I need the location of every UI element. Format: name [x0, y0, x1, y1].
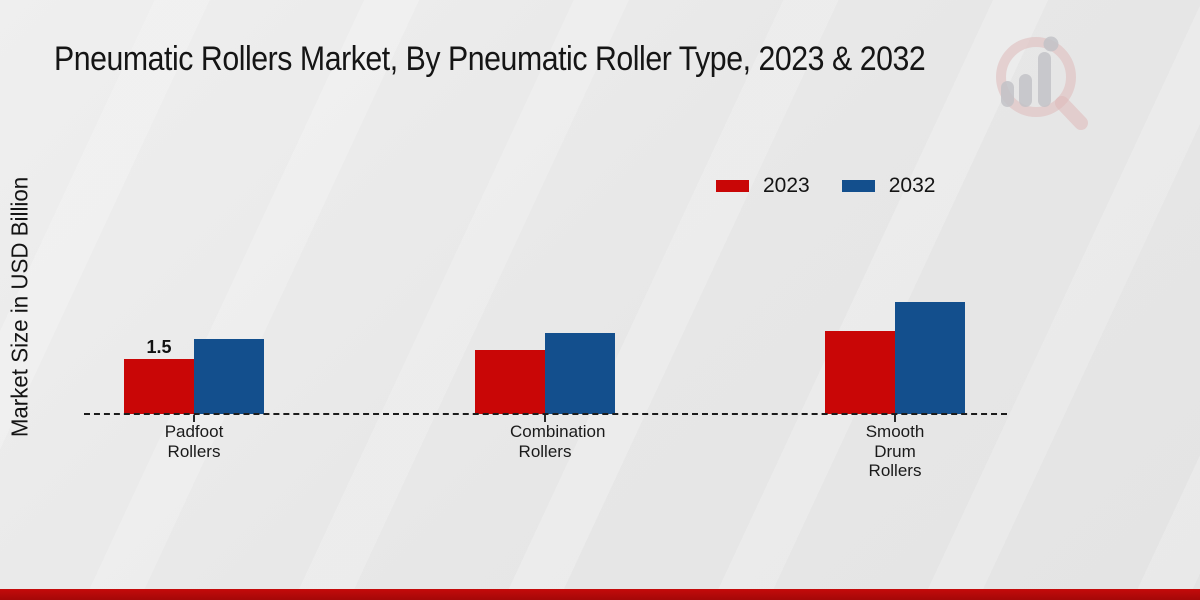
- bar-value-label-2023-padfoot-rollers: 1.5: [146, 337, 172, 357]
- legend-item-2023: 2023: [716, 174, 810, 198]
- category-label-smooth-drum-rollers: Smooth Drum Rollers: [865, 422, 925, 480]
- legend-item-2032: 2032: [841, 174, 936, 198]
- bar-2032-smooth-drum-rollers: [895, 302, 965, 414]
- x-axis-baseline: [84, 413, 1007, 415]
- x-axis-tick-smooth-drum-rollers: [894, 415, 896, 422]
- magnifier-bars-logo-icon: [996, 36, 1088, 130]
- y-axis-label: Market Size in USD Billion: [6, 176, 33, 438]
- footer-accent-bar: [0, 589, 1200, 600]
- legend-swatch-2023: [716, 180, 749, 192]
- legend-label-2023: 2023: [763, 174, 810, 197]
- legend: 2023 2032: [716, 174, 935, 198]
- bar-2032-combination-rollers: [545, 333, 615, 414]
- category-label-combination-rollers: Combination Rollers: [510, 422, 606, 461]
- mrfr-logo-watermark: [993, 31, 1103, 136]
- x-axis-tick-padfoot-rollers: [193, 415, 195, 422]
- category-label-padfoot-rollers: Padfoot Rollers: [164, 422, 224, 461]
- x-axis-tick-combination-rollers: [544, 415, 546, 422]
- chart-title: Pneumatic Rollers Market, By Pneumatic R…: [54, 40, 926, 78]
- legend-swatch-2032: [841, 180, 875, 192]
- bar-2023-padfoot-rollers: [124, 359, 194, 414]
- legend-label-2032: 2032: [888, 174, 936, 197]
- bar-2023-combination-rollers: [475, 350, 545, 414]
- bar-2023-smooth-drum-rollers: [825, 331, 895, 414]
- bar-2032-padfoot-rollers: [194, 339, 264, 414]
